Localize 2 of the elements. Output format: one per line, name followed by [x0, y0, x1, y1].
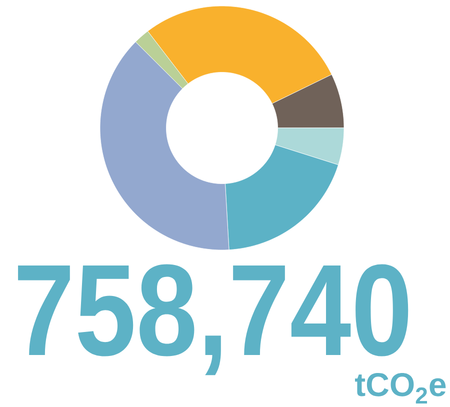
- text: 758,740: [18, 264, 408, 376]
- text: tCO$_{2}$e: [355, 372, 446, 404]
